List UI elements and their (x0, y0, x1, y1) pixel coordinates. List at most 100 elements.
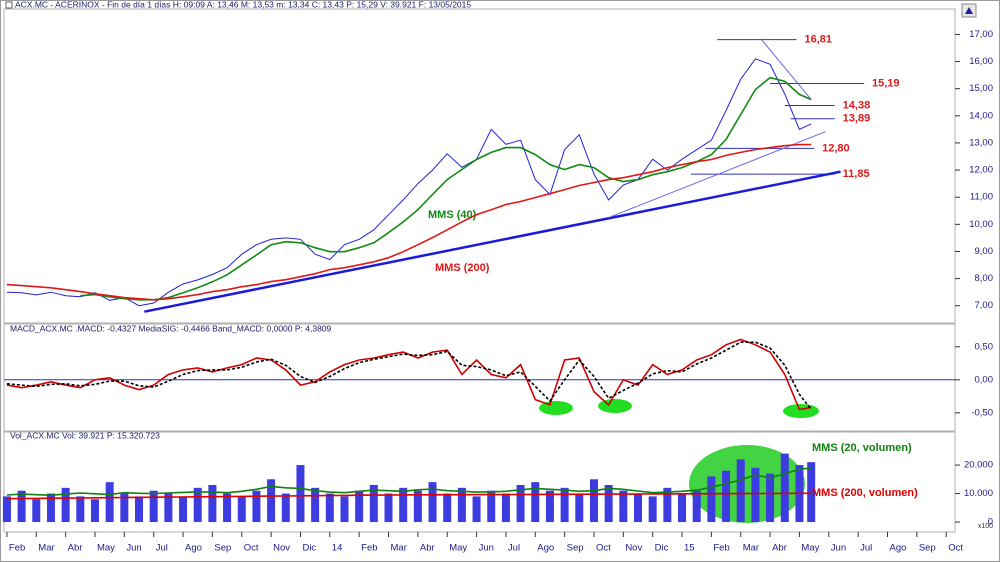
level-label: 12,80 (822, 142, 850, 154)
volume-bar (2, 496, 11, 523)
y-tick-label: 9,00 (975, 246, 994, 257)
volume-bar (619, 490, 628, 523)
series-label: MMS (20, volumen) (812, 442, 912, 454)
x-tick-label: Abr (68, 543, 83, 554)
x-tick-label: May (801, 543, 819, 554)
x-tick-label: Jul (508, 543, 520, 554)
y-tick-label: 10.000 (964, 488, 993, 499)
x-tick-label: Nov (625, 543, 642, 554)
highlight (783, 404, 819, 418)
volume-bar (325, 493, 334, 523)
volume-bar (457, 487, 466, 523)
y-tick-label: 13,00 (969, 137, 993, 148)
series-line (6, 467, 812, 497)
volume-bar (604, 484, 613, 523)
volume-bar (722, 470, 731, 523)
volume-bar (575, 493, 584, 523)
volume-bar (340, 496, 349, 523)
volume-bar (17, 490, 26, 523)
y-tick-label: 0,50 (975, 341, 994, 352)
trendline (760, 38, 812, 100)
highlight (598, 399, 632, 413)
level-label: 14,38 (843, 99, 871, 111)
y-tick-label: 7,00 (975, 300, 994, 311)
volume-bar (32, 499, 41, 523)
price-header: ACX.MC - ACERINOX - Fin de día 1 días H:… (15, 0, 471, 9)
y-tick-label: 10,00 (969, 219, 993, 230)
volume-bar (193, 487, 202, 523)
volume-bar (807, 462, 816, 523)
x-tick-label: Jun (831, 543, 846, 554)
x-tick-label: Mar (391, 543, 407, 554)
x-tick-label: Oct (948, 543, 963, 554)
volume-bar (663, 487, 672, 523)
volume-bar (678, 493, 687, 523)
volume-bar (179, 496, 188, 523)
level-label: 16,81 (805, 33, 833, 45)
volume-bar (355, 490, 364, 523)
x-tick-label: Jul (860, 543, 872, 554)
x-tick-label: Sep (919, 543, 936, 554)
x-tick-label: Sep (214, 543, 231, 554)
volume-bar (135, 496, 144, 523)
x-tick-label: Feb (361, 543, 377, 554)
y-tick-label: 16,00 (969, 56, 993, 67)
volume-bar (692, 490, 701, 523)
trendline (144, 170, 841, 313)
series-label: MMS (40) (428, 209, 477, 221)
series-label: MMS (200) (435, 262, 490, 274)
volume-bar (751, 467, 760, 523)
series-line (80, 76, 812, 301)
volume-bar (648, 496, 657, 523)
macd-header: MACD_ACX.MC .MACD: -0,4327 MediaSIG: -0,… (10, 323, 332, 333)
volume-bar (560, 487, 569, 523)
y-tick-label: 12,00 (969, 165, 993, 176)
x-tick-label: Oct (596, 543, 611, 554)
x-tick-label: Dic (302, 543, 316, 554)
volume-bar (413, 490, 422, 523)
volume-bar (296, 465, 305, 523)
volume-bar (516, 484, 525, 523)
y-tick-label: 17,00 (969, 29, 993, 40)
x-tick-label: Feb (713, 543, 729, 554)
series-line (6, 341, 812, 410)
volume-bar (369, 484, 378, 523)
x-tick-label: Ago (537, 543, 554, 554)
volume-bar (487, 490, 496, 523)
volume-bar (120, 493, 129, 523)
x-tick-label: Oct (244, 543, 259, 554)
y-tick-label: 8,00 (975, 273, 994, 284)
y-tick-label: 14,00 (969, 110, 993, 121)
highlights (689, 445, 805, 523)
x-tick-label: Dic (655, 543, 669, 554)
series-line (6, 492, 812, 500)
volume-bar (428, 482, 437, 523)
series-line (6, 143, 812, 301)
volume-bar (634, 493, 642, 523)
x-tick-label: 14 (332, 543, 343, 554)
level-label: 13,89 (843, 113, 871, 125)
volume-bar (311, 487, 320, 523)
volume-bar (61, 487, 70, 523)
volume-bar (105, 482, 114, 523)
x-tick-label: Abr (772, 543, 787, 554)
volume-bar (208, 484, 217, 523)
volume-bar (281, 493, 290, 523)
y-tick-label: 0 (988, 517, 993, 528)
volume-bar (237, 496, 246, 523)
x-tick-label: Ago (185, 543, 202, 554)
volume-bar (46, 493, 55, 523)
volume-bar (472, 496, 481, 523)
volume-bar (399, 487, 408, 523)
up-arrow-icon (965, 7, 973, 14)
volume-bar (531, 482, 540, 523)
x-tick-label: Feb (9, 543, 25, 554)
x-tick-label: Mar (38, 543, 54, 554)
x-tick-label: May (449, 543, 467, 554)
highlight (689, 445, 805, 523)
y-tick-label: 20.000 (964, 460, 993, 471)
x-tick-label: Ago (889, 543, 906, 554)
volume-bar (780, 453, 789, 523)
volume-bar (267, 479, 276, 523)
